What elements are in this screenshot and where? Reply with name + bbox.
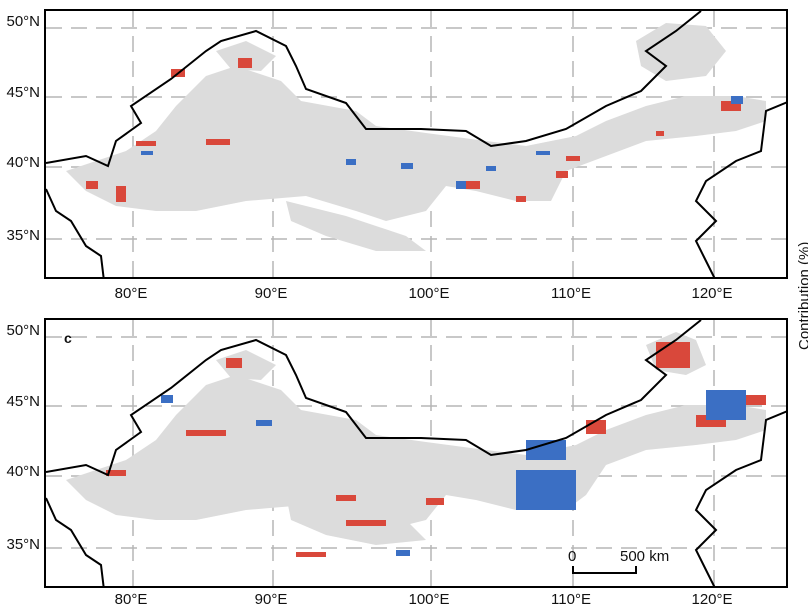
scale-bar-start-label: 0 <box>568 548 577 565</box>
boundary-top <box>46 11 786 277</box>
boundary-bottom <box>46 320 786 586</box>
lat-label-top-40: 40°N <box>6 154 40 171</box>
lat-label-bottom-35: 35°N <box>6 536 40 553</box>
scale-bar-end-label: 500 km <box>620 548 670 565</box>
contribution-positive <box>106 342 766 557</box>
scale-bar-line <box>573 572 636 574</box>
lat-label-top-50: 50°N <box>6 13 40 30</box>
lon-label-bottom-100: 100°E <box>408 591 450 608</box>
map-canvas-top <box>46 11 786 277</box>
lat-label-top-35: 35°N <box>6 227 40 244</box>
lon-label-bottom-110: 110°E <box>551 591 591 608</box>
contribution-negative <box>141 96 743 189</box>
lon-label-top-100: 100°E <box>408 285 450 302</box>
lon-label-top-110: 110°E <box>551 285 591 302</box>
map-panel-bottom: c <box>44 318 788 588</box>
colorbar-title: Contribution (%) <box>796 241 808 350</box>
lat-label-bottom-40: 40°N <box>6 463 40 480</box>
scale-bar-tick-start <box>572 566 574 574</box>
region-land <box>66 23 766 251</box>
lon-label-bottom-90: 90°E <box>254 591 288 608</box>
lon-label-bottom-120: 120°E <box>691 591 733 608</box>
scale-bar-tick-end <box>635 566 637 574</box>
contribution-negative <box>161 390 746 556</box>
lat-label-bottom-50: 50°N <box>6 322 40 339</box>
scale-bar: 0 500 km <box>568 548 688 584</box>
lon-label-top-80: 80°E <box>114 285 148 302</box>
lat-label-bottom-45: 45°N <box>6 393 40 410</box>
lon-label-top-90: 90°E <box>254 285 288 302</box>
lon-label-bottom-80: 80°E <box>114 591 148 608</box>
map-panel-top <box>44 9 788 279</box>
lat-label-top-45: 45°N <box>6 84 40 101</box>
lon-label-top-120: 120°E <box>691 285 733 302</box>
panel-letter-c: c <box>64 330 72 346</box>
map-canvas-bottom <box>46 320 786 586</box>
